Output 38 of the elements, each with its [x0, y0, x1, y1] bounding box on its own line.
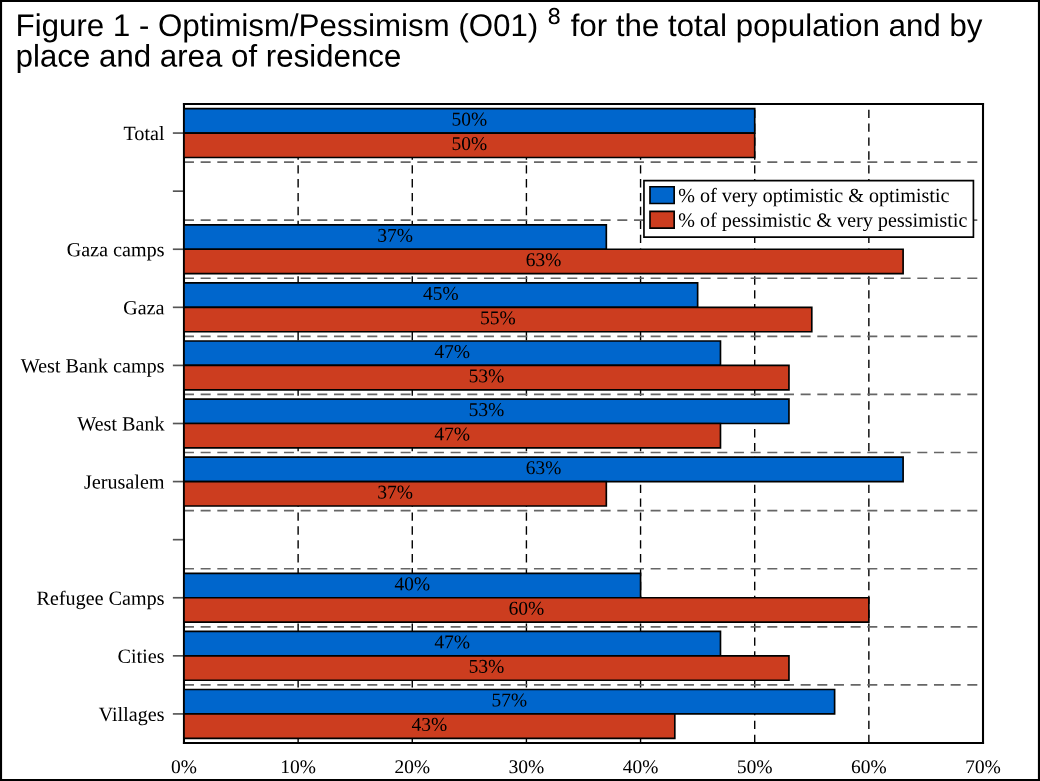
- y-tick-label: Gaza: [124, 300, 165, 315]
- y-tick-label: Villages: [98, 706, 164, 726]
- x-tick-label: 50%: [738, 760, 772, 774]
- legend-label: % of pessimistic & very pessimistic: [678, 212, 967, 232]
- data-label: 47%: [434, 427, 470, 441]
- data-label: 53%: [469, 659, 504, 673]
- y-tick-label: Total: [123, 126, 165, 141]
- y-tick-label: West Bank camps: [20, 358, 164, 377]
- data-label: 57%: [492, 693, 527, 707]
- data-label: 53%: [469, 369, 504, 383]
- data-label: 40%: [394, 577, 430, 591]
- data-label: 45%: [423, 286, 458, 301]
- data-label: 37%: [378, 228, 413, 242]
- x-tick-label: 10%: [282, 760, 316, 774]
- y-tick-label: Gaza camps: [67, 242, 164, 261]
- x-tick-label: 30%: [509, 760, 544, 774]
- chart-title: Figure 1 - Optimism/Pessimism (O01) $^{8}$ for the total population and by place and area of residence: [17, 7, 983, 74]
- x-tick-label: 20%: [395, 760, 430, 774]
- data-label: 37%: [378, 485, 413, 499]
- legend-label: % of very optimistic & optimistic: [678, 187, 949, 207]
- y-tick-label: Refugee Camps: [37, 590, 164, 610]
- x-tick-label: 40%: [623, 760, 658, 774]
- data-label: 43%: [411, 717, 447, 732]
- x-tick-label: 0%: [171, 760, 197, 774]
- data-label: 60%: [509, 601, 544, 615]
- y-tick-label: Cities: [118, 649, 164, 664]
- data-label: 47%: [434, 635, 470, 649]
- data-label: 50%: [452, 137, 487, 151]
- data-label: 55%: [481, 311, 516, 325]
- data-label: 63%: [526, 461, 561, 475]
- data-label: 47%: [434, 344, 470, 359]
- y-tick-label: West Bank: [77, 416, 165, 431]
- x-tick-label: 70%: [966, 760, 1001, 774]
- data-label: 63%: [526, 253, 561, 267]
- x-tick-label: 60%: [851, 760, 887, 774]
- data-label: 53%: [469, 403, 504, 417]
- y-tick-label: Jerusalem: [84, 474, 165, 489]
- data-label: 50%: [452, 112, 487, 126]
